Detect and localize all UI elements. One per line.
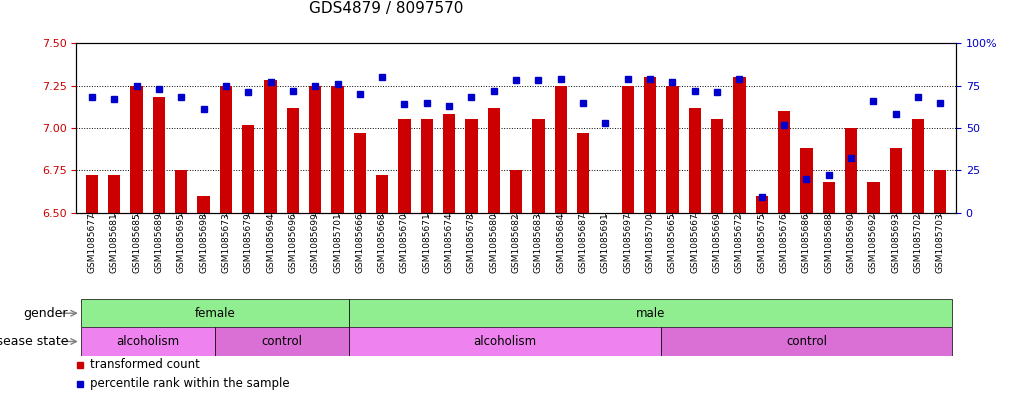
Text: female: female [194, 307, 235, 320]
Text: GSM1085696: GSM1085696 [289, 213, 297, 274]
Bar [554, 86, 566, 213]
Text: GSM1085698: GSM1085698 [199, 213, 208, 274]
Bar [80, 299, 349, 327]
Bar [197, 196, 210, 213]
Text: GDS4879 / 8097570: GDS4879 / 8097570 [309, 1, 464, 16]
Text: GSM1085690: GSM1085690 [846, 213, 855, 274]
Bar [823, 182, 835, 213]
Text: GSM1085686: GSM1085686 [801, 213, 811, 274]
Text: GSM1085699: GSM1085699 [310, 213, 319, 274]
Bar [666, 86, 678, 213]
Bar [778, 111, 790, 213]
Text: GSM1085693: GSM1085693 [891, 213, 900, 274]
Bar [466, 119, 478, 213]
Bar [488, 108, 500, 213]
Bar [108, 175, 120, 213]
Text: GSM1085687: GSM1085687 [579, 213, 588, 274]
Bar [376, 175, 388, 213]
Bar [510, 170, 523, 213]
Bar [399, 119, 411, 213]
Bar [912, 119, 924, 213]
Text: GSM1085666: GSM1085666 [355, 213, 364, 274]
Bar [935, 170, 947, 213]
Bar [756, 196, 768, 213]
Text: GSM1085667: GSM1085667 [691, 213, 700, 274]
Bar [354, 133, 366, 213]
Text: gender: gender [23, 307, 68, 320]
Text: GSM1085685: GSM1085685 [132, 213, 141, 274]
Text: GSM1085684: GSM1085684 [556, 213, 565, 273]
Text: GSM1085674: GSM1085674 [444, 213, 454, 273]
Bar [153, 97, 165, 213]
Text: GSM1085675: GSM1085675 [758, 213, 766, 274]
Text: percentile rank within the sample: percentile rank within the sample [91, 377, 290, 390]
Text: male: male [636, 307, 665, 320]
Bar [868, 182, 880, 213]
Bar [711, 119, 723, 213]
Bar [661, 327, 952, 356]
Bar [733, 77, 745, 213]
Text: GSM1085672: GSM1085672 [735, 213, 743, 273]
Text: GSM1085668: GSM1085668 [377, 213, 386, 274]
Text: disease state: disease state [0, 335, 68, 348]
Text: GSM1085678: GSM1085678 [467, 213, 476, 274]
Text: GSM1085682: GSM1085682 [512, 213, 521, 273]
Bar [264, 81, 277, 213]
Bar [443, 114, 456, 213]
Bar [577, 133, 589, 213]
Bar [621, 86, 634, 213]
Text: GSM1085689: GSM1085689 [155, 213, 164, 274]
Text: GSM1085697: GSM1085697 [623, 213, 633, 274]
Text: GSM1085688: GSM1085688 [824, 213, 833, 274]
Text: transformed count: transformed count [91, 358, 200, 371]
Text: GSM1085700: GSM1085700 [646, 213, 655, 274]
Text: GSM1085702: GSM1085702 [913, 213, 922, 273]
Text: GSM1085670: GSM1085670 [400, 213, 409, 274]
Bar [242, 125, 254, 213]
Bar [220, 86, 232, 213]
Bar [175, 170, 187, 213]
Text: control: control [786, 335, 827, 348]
Bar [287, 108, 299, 213]
Bar [644, 77, 656, 213]
Text: GSM1085683: GSM1085683 [534, 213, 543, 274]
Text: alcoholism: alcoholism [473, 335, 537, 348]
Text: GSM1085677: GSM1085677 [87, 213, 97, 274]
Bar [309, 86, 321, 213]
Bar [532, 119, 544, 213]
Bar [215, 327, 349, 356]
Bar [800, 148, 813, 213]
Bar [130, 86, 142, 213]
Text: GSM1085694: GSM1085694 [266, 213, 275, 273]
Bar [421, 119, 433, 213]
Text: GSM1085680: GSM1085680 [489, 213, 498, 274]
Text: GSM1085676: GSM1085676 [780, 213, 788, 274]
Bar [85, 175, 98, 213]
Text: GSM1085671: GSM1085671 [422, 213, 431, 274]
Bar [349, 299, 952, 327]
Text: GSM1085681: GSM1085681 [110, 213, 119, 274]
Text: GSM1085679: GSM1085679 [244, 213, 252, 274]
Text: GSM1085665: GSM1085665 [668, 213, 677, 274]
Bar [332, 86, 344, 213]
Text: control: control [261, 335, 302, 348]
Text: GSM1085673: GSM1085673 [222, 213, 231, 274]
Bar [845, 128, 857, 213]
Bar [349, 327, 661, 356]
Text: GSM1085703: GSM1085703 [936, 213, 945, 274]
Text: GSM1085691: GSM1085691 [601, 213, 610, 274]
Text: GSM1085692: GSM1085692 [869, 213, 878, 273]
Bar [80, 327, 215, 356]
Bar [890, 148, 902, 213]
Text: alcoholism: alcoholism [116, 335, 179, 348]
Bar [689, 108, 701, 213]
Text: GSM1085701: GSM1085701 [333, 213, 342, 274]
Text: GSM1085669: GSM1085669 [713, 213, 722, 274]
Text: GSM1085695: GSM1085695 [177, 213, 186, 274]
